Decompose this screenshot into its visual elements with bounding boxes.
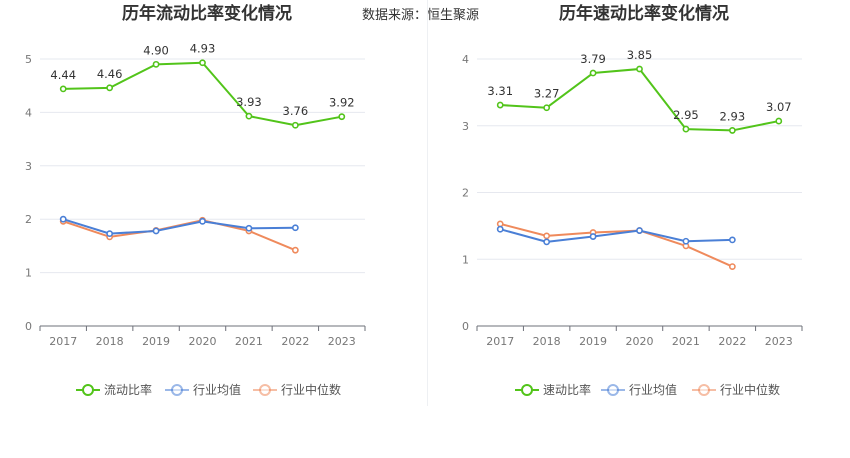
company-data-point [152,60,160,68]
x-tick-label: 2017 [49,335,77,348]
legend-marker-icon [607,384,619,396]
industry-average-data-point [106,230,114,238]
current-ratio-chart: 历年流动比率变化情况 0 1 2 3 4 5 2017 2018 2019 2020 2021 2022… [25,3,366,397]
company-data-point [496,101,504,109]
company-data-point [682,125,690,133]
data-label: 2.95 [673,108,699,122]
legend-marker-icon [259,384,271,396]
x-tick-label: 2020 [626,335,654,348]
panel-divider [427,0,428,406]
legend-item-industry-median[interactable]: 行业中位数 [253,382,341,397]
company-data-point [636,65,643,73]
legend-marker-icon [521,384,533,396]
company-data-point [338,113,346,121]
data-label: 3.93 [236,95,262,109]
y-tick-label: 4 [25,106,32,119]
y-tick-label: 1 [462,253,469,266]
chart-title: 历年速动比率变化情况 [559,3,729,24]
industry-median-data-point [496,220,504,228]
quick-ratio-chart: 历年速动比率变化情况 0 1 2 3 4 2017 2018 2019 2020 2021 2022 2… [462,3,803,397]
data-label: 4.46 [97,67,123,81]
x-tick-label: 2021 [235,335,263,348]
x-tick-label: 2023 [328,335,356,348]
legend-item-industry-average[interactable]: 行业均值 [601,382,677,397]
legend-item-company[interactable]: 流动比率 [76,382,152,397]
data-label: 3.31 [487,84,513,98]
x-tick-label: 2017 [486,335,514,348]
legend-label: 行业均值 [193,382,241,397]
y-tick-label: 4 [462,53,469,66]
x-tick-label: 2022 [281,335,309,348]
industry-average-data-point [682,237,690,245]
x-tick-label: 2018 [533,335,561,348]
legend-label: 行业中位数 [281,382,341,397]
company-data-point [728,127,736,134]
y-tick-label: 1 [25,267,32,280]
legend-item-company[interactable]: 速动比率 [515,382,591,397]
data-label: 3.27 [534,87,560,101]
chart-title: 历年流动比率变化情况 [122,3,292,24]
company-data-point [106,84,114,92]
legend-label: 行业中位数 [720,382,780,397]
legend-marker-icon [82,384,94,396]
legend-marker-icon [171,384,183,396]
data-label: 4.44 [50,68,76,82]
data-label: 3.76 [283,104,309,118]
legend-marker-icon [698,384,710,396]
industry-average-data-point [636,227,643,234]
industry-average-data-point [152,227,160,235]
industry-average-data-point [291,224,299,232]
x-tick-label: 2021 [672,335,700,348]
data-label: 3.85 [627,48,653,62]
y-tick-label: 0 [462,320,469,333]
industry-average-data-point [245,224,253,232]
industry-average-data-point [543,238,551,246]
industry-median-data-point [728,263,736,270]
y-tick-label: 3 [25,160,32,173]
data-label: 4.93 [190,42,216,56]
y-tick-label: 5 [25,53,32,66]
company-data-point [589,69,597,77]
industry-median-data-point [291,246,299,254]
x-tick-label: 2018 [96,335,124,348]
legend-item-industry-median[interactable]: 行业中位数 [692,382,780,397]
industry-average-data-point [589,233,597,240]
company-data-point [291,121,299,129]
industry-average-data-point [59,215,67,223]
legend-label: 速动比率 [543,382,591,397]
data-label: 3.79 [580,52,606,66]
data-label: 3.92 [329,96,355,110]
y-tick-label: 2 [462,187,469,200]
legend-label: 行业均值 [629,382,677,397]
legend-item-industry-average[interactable]: 行业均值 [165,382,241,397]
data-source-note: 数据来源：恒生聚源 [362,8,480,23]
company-data-point [199,59,206,67]
industry-average-data-point [496,225,504,233]
company-data-point [245,112,253,120]
x-tick-label: 2020 [189,335,217,348]
data-label: 2.93 [720,109,746,123]
industry-average-data-point [728,236,736,244]
legend-label: 流动比率 [104,382,152,397]
y-tick-label: 2 [25,213,32,226]
x-tick-label: 2022 [718,335,746,348]
company-data-point [59,85,67,93]
x-tick-label: 2019 [142,335,170,348]
industry-median-series-line [62,219,296,252]
industry-median-series-line [499,222,733,268]
industry-median-data-point [543,232,551,240]
y-tick-label: 0 [25,320,32,333]
y-tick-label: 3 [462,120,469,133]
industry-average-data-point [199,217,206,225]
x-tick-label: 2019 [579,335,607,348]
company-data-point [775,117,783,125]
data-label: 3.07 [766,100,792,114]
company-data-point [543,104,551,112]
industry-average-series-line [62,218,296,235]
data-label: 4.90 [143,43,169,57]
industry-average-series-line [499,228,733,243]
x-tick-label: 2023 [765,335,793,348]
